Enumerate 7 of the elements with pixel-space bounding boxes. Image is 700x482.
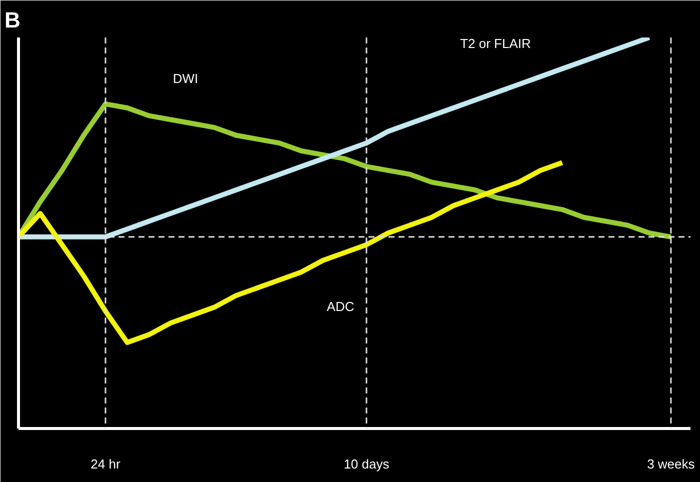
x-tick-label: 24 hr [90,456,121,472]
x-tick-label: 3 weeks [647,456,696,472]
text: ADC [326,299,354,314]
text: DWI [172,71,198,86]
text: T2 or FLAIR [460,36,531,51]
chart-title: B [4,8,20,32]
x-tick-label: 10 days [344,456,390,472]
